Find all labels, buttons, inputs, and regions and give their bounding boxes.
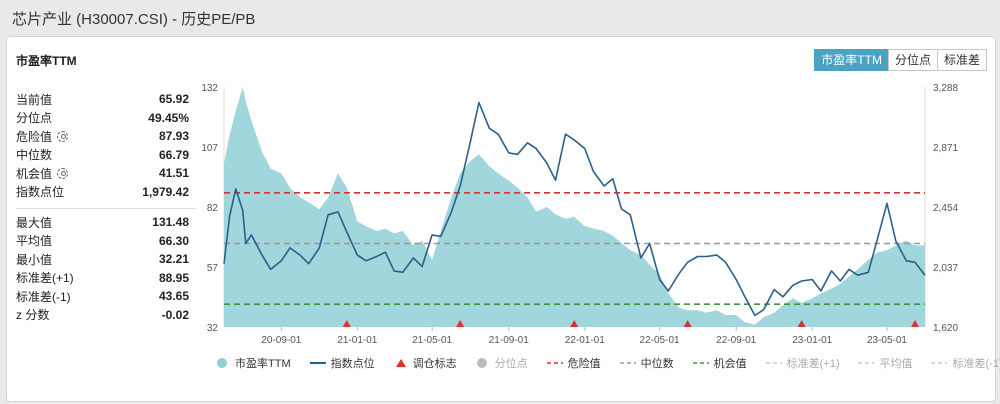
legend-item[interactable]: 指数点位 [309, 355, 375, 371]
legend-dot-icon [215, 357, 231, 369]
x-tick-label: 21-05-01 [412, 335, 452, 346]
legend-item[interactable]: 危险值 [546, 355, 601, 371]
x-tick-label: 22-01-01 [565, 335, 605, 346]
legend-item[interactable]: 调仓标志 [393, 355, 457, 371]
legend-item[interactable]: 机会值 [692, 355, 747, 371]
legend-line-icon [309, 357, 327, 369]
legend-triangle-icon [393, 357, 409, 369]
chart-panel: 市盈率TTM 市盈率TTM 分位点 标准差 当前值 65.92 分位点 49.4… [6, 36, 996, 402]
legend-label: 中位数 [641, 355, 674, 371]
legend-label: 标准差(-1) [952, 355, 1000, 371]
x-tick-label: 20-09-01 [261, 335, 301, 346]
legend-dash-icon [692, 357, 710, 369]
x-tick-label: 21-01-01 [337, 335, 377, 346]
legend-dash-icon [857, 357, 875, 369]
legend-label: 标准差(+1) [787, 355, 840, 371]
legend-label: 指数点位 [331, 355, 375, 371]
legend-item[interactable]: 市盈率TTM [215, 355, 291, 371]
legend-dash-icon [930, 357, 948, 369]
y-left-tick-label: 82 [207, 203, 219, 214]
y-right-tick-label: 2,037 [933, 263, 958, 274]
x-tick-label: 23-05-01 [867, 335, 907, 346]
y-left-tick-label: 32 [207, 323, 219, 334]
y-left-tick-label: 107 [201, 143, 218, 154]
legend-dash-icon [546, 357, 564, 369]
pe-chart[interactable]: 32 57 82 107 132 1,620 2,037 2,454 2,871 3,288 20-… [7, 37, 997, 403]
legend-label: 平均值 [879, 355, 912, 371]
x-tick-label: 22-05-01 [640, 335, 680, 346]
legend-label: 调仓标志 [413, 355, 457, 371]
page-title: 芯片产业 (H30007.CSI) - 历史PE/PB [12, 8, 255, 29]
y-right-tick-label: 2,871 [933, 143, 958, 154]
legend-label: 机会值 [714, 355, 747, 371]
x-tick-label: 22-09-01 [716, 335, 756, 346]
x-tick-label: 21-09-01 [489, 335, 529, 346]
legend-label: 分位点 [495, 355, 528, 371]
x-tick-label: 23-01-01 [792, 335, 832, 346]
y-right-tick-label: 3,288 [933, 83, 958, 94]
legend-label: 市盈率TTM [235, 355, 291, 371]
legend-item[interactable]: 标准差(-1) [930, 355, 1000, 371]
y-right-tick-label: 2,454 [933, 203, 958, 214]
chart-legend: 市盈率TTM 指数点位 调仓标志 分位点 危险值 中位数 机会值 标准差(+1) 平均值 标准差(… [215, 355, 1000, 371]
legend-label: 危险值 [568, 355, 601, 371]
legend-item[interactable]: 中位数 [619, 355, 674, 371]
legend-item[interactable]: 平均值 [857, 355, 912, 371]
y-right-tick-label: 1,620 [933, 323, 958, 334]
legend-dot-icon [475, 357, 491, 369]
y-left-tick-label: 132 [201, 83, 218, 94]
y-left-tick-label: 57 [207, 263, 219, 274]
legend-dash-icon [765, 357, 783, 369]
pe-ttm-area [224, 87, 925, 327]
legend-dash-icon [619, 357, 637, 369]
legend-item[interactable]: 分位点 [475, 355, 528, 371]
legend-item[interactable]: 标准差(+1) [765, 355, 840, 371]
